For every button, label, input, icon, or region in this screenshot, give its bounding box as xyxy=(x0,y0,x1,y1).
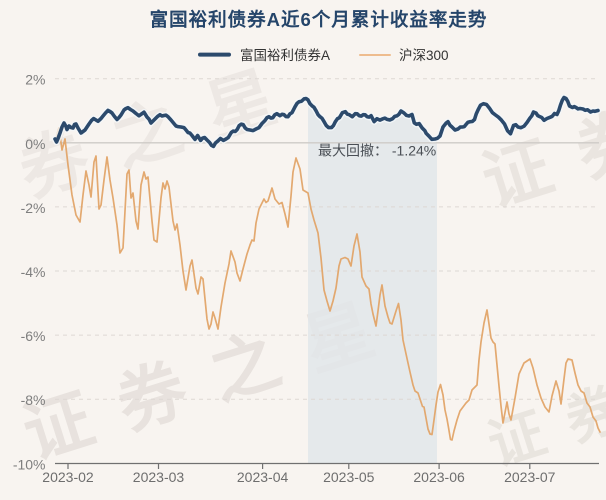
svg-text:2023-03: 2023-03 xyxy=(133,469,185,485)
svg-text:-4%: -4% xyxy=(21,264,46,280)
svg-text:2023-05: 2023-05 xyxy=(323,469,375,485)
svg-text:-2%: -2% xyxy=(21,200,46,216)
svg-text:0%: 0% xyxy=(25,136,45,152)
svg-text:富国裕利债券A近6个月累计收益率走势: 富国裕利债券A近6个月累计收益率走势 xyxy=(150,9,488,30)
svg-text:-6%: -6% xyxy=(21,328,46,344)
svg-text:最大回撤： -1.24%: 最大回撤： -1.24% xyxy=(318,143,436,159)
svg-text:2023-04: 2023-04 xyxy=(237,469,289,485)
svg-text:2023-07: 2023-07 xyxy=(504,469,556,485)
svg-text:-8%: -8% xyxy=(21,392,46,408)
svg-text:-10%: -10% xyxy=(13,456,46,472)
svg-text:沪深300: 沪深300 xyxy=(399,48,449,63)
svg-text:2023-06: 2023-06 xyxy=(413,469,465,485)
svg-text:富国裕利债券A: 富国裕利债券A xyxy=(240,47,330,63)
svg-text:2023-02: 2023-02 xyxy=(42,469,94,485)
svg-text:2%: 2% xyxy=(25,72,45,88)
